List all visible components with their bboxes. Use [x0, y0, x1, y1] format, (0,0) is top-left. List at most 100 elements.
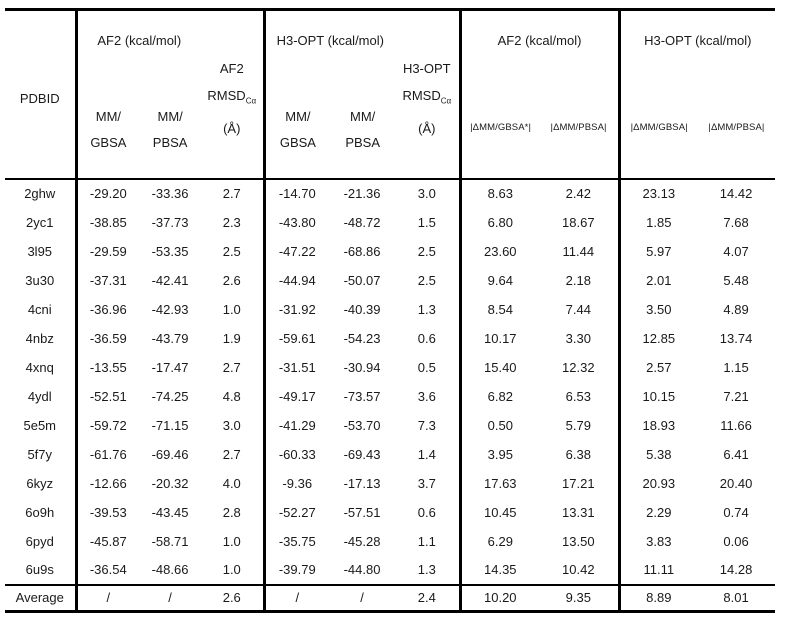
cell-af2-abs-delta-mm-pbsa: 6.38	[539, 439, 621, 469]
cell-h3opt-mm-pbsa: -73.57	[343, 388, 381, 404]
cell-h3opt-abs-delta-mm-pbsa: 4.89	[723, 301, 749, 317]
header-row: PDBID AF2 (kcal/mol) MM/ GBSA MM/ PBSA	[5, 9, 776, 180]
cell-af2-abs-delta-mm-pbsa: 6.53	[539, 381, 621, 411]
cell-h3opt-mm-pbsa: -30.94	[343, 359, 381, 375]
cell-pdbid: 3u30	[5, 265, 78, 295]
rmsd-label: RMSD	[402, 88, 441, 103]
cell-af2-abs-delta-mm-gbsa: 6.82	[487, 388, 513, 404]
cell-af2-mm-pbsa: -42.41	[151, 272, 189, 288]
cell-h3opt-abs-delta-mm-gbsa: 11.11	[643, 562, 675, 577]
cell-af2-mm-gbsa: -36.59	[89, 330, 127, 346]
cell-h3opt-mm-pbsa: -44.80	[343, 562, 381, 577]
cell-af2-mm-gbsa: -36.96	[89, 301, 127, 317]
cell-h3opt-abs-delta-mm-pbsa: 7.68	[723, 214, 749, 230]
cell-af2-rmsd: 1.0	[201, 555, 266, 585]
cell-h3opt-rmsd: 2.4	[395, 583, 462, 612]
cell-pdbid: 4ydl	[5, 381, 78, 411]
cell-af2-abs-delta-mm-gbsa: 17.63	[484, 475, 517, 491]
cell-af2-abs-delta-mm-gbsa: 23.60	[484, 243, 517, 259]
cell-af2-mm-pbsa: -53.35	[151, 243, 189, 259]
cell-h3opt-mm-gbsa: -49.17	[278, 388, 316, 404]
cell-af2-abs-delta-mm-pbsa: 12.32	[539, 352, 621, 382]
cell-af2-rmsd: 1.0	[201, 294, 266, 324]
mm-label: MM/	[157, 109, 183, 124]
cell-h3opt-abs-delta-mm-gbsa: 20.93	[642, 475, 676, 491]
cell-h3opt-mm-gbsa: -14.70	[278, 186, 316, 201]
pbsa-label: PBSA	[345, 135, 380, 150]
cell-pdbid: 3l95	[5, 236, 78, 266]
col-header-af2-abs-delta-mm-gbsa: |ΔMM/GBSA*|	[470, 122, 532, 133]
cell-h3opt-mm-pbsa: -45.28	[343, 533, 381, 549]
cell-h3opt-abs-delta-mm-pbsa: 1.15	[723, 359, 749, 375]
mm-label: MM/	[95, 109, 122, 124]
cell-af2-abs-delta-mm-gbsa: 10.45	[484, 504, 517, 520]
cell-af2-abs-delta-mm-pbsa: 2.42	[539, 178, 621, 208]
cell-af2-mm-pbsa: /	[139, 583, 202, 612]
binding-energy-table: PDBID AF2 (kcal/mol) MM/ GBSA MM/ PBSA	[5, 8, 776, 613]
rmsd-subscript: Cα	[245, 96, 257, 106]
cell-af2-rmsd: 2.3	[201, 207, 266, 237]
col-header-h3opt-rmsd: H3-OPT RMSDCα (Å)	[395, 9, 462, 180]
table-row: 6kyz -12.66 -20.32 4.0 -9.36 -17.13 3.7 17.63 17…	[5, 468, 775, 498]
cell-af2-abs-delta-mm-gbsa: 8.54	[487, 301, 513, 317]
table-row: 2ghw -29.20 -33.36 2.7 -14.70 -21.36 3.0 8.63 2.…	[5, 178, 775, 208]
cell-h3opt-abs-delta-mm-pbsa: 0.06	[723, 533, 749, 549]
cell-pdbid: 6u9s	[5, 555, 78, 585]
cell-h3opt-mm-pbsa: -57.51	[343, 504, 381, 520]
col-group-h3opt-energy: H3-OPT (kcal/mol) MM/ GBSA MM/ PBSA	[264, 9, 396, 180]
cell-h3opt-abs-delta-mm-gbsa: 8.89	[619, 583, 698, 612]
cell-h3opt-rmsd: 3.7	[395, 468, 462, 498]
cell-h3opt-mm-pbsa: -68.86	[343, 243, 381, 259]
cell-af2-rmsd: 2.8	[201, 497, 266, 527]
col-header-h3opt-abs-delta-mm-gbsa: |ΔMM/GBSA|	[630, 122, 688, 133]
col-header-af2-mm-pbsa: MM/ PBSA	[139, 104, 201, 156]
cell-af2-abs-delta-mm-gbsa: 9.64	[487, 272, 513, 288]
cell-h3opt-mm-pbsa: -40.39	[343, 301, 381, 317]
cell-h3opt-abs-delta-mm-pbsa: 0.74	[723, 504, 749, 520]
table-row: 5f7y -61.76 -69.46 2.7 -60.33 -69.43 1.4 3.95 6.…	[5, 439, 775, 469]
cell-af2-mm-gbsa: -61.76	[89, 446, 127, 462]
cell-af2-mm-gbsa: -36.54	[89, 562, 127, 577]
rmsd-line: RMSDCα	[201, 82, 263, 115]
cell-af2-rmsd: 3.0	[201, 410, 266, 440]
col-group-af2-energy: AF2 (kcal/mol) MM/ GBSA MM/ PBSA	[76, 9, 202, 180]
cell-h3opt-mm-gbsa: -47.22	[278, 243, 316, 259]
cell-h3opt-abs-delta-mm-pbsa: 20.40	[719, 475, 753, 491]
cell-af2-rmsd: 2.5	[201, 236, 266, 266]
cell-pdbid: 6pyd	[5, 526, 78, 556]
cell-h3opt-mm-pbsa: -54.23	[343, 330, 381, 346]
table-row: 3l95 -29.59 -53.35 2.5 -47.22 -68.86 2.5 23.60 1…	[5, 236, 775, 266]
cell-h3opt-abs-delta-mm-pbsa: 8.01	[697, 583, 776, 612]
col-header-h3opt-mm-pbsa: MM/ PBSA	[330, 104, 395, 156]
cell-h3opt-abs-delta-mm-pbsa: 11.66	[720, 417, 752, 433]
table-row: 6u9s -36.54 -48.66 1.0 -39.79 -44.80 1.3 14.35 1…	[5, 555, 775, 585]
cell-pdbid: 2yc1	[5, 207, 78, 237]
cell-h3opt-abs-delta-mm-pbsa: 5.48	[723, 272, 749, 288]
cell-af2-abs-delta-mm-gbsa: 10.17	[484, 330, 517, 346]
col-header-af2-rmsd: AF2 RMSDCα (Å)	[201, 9, 266, 180]
cell-pdbid: 6o9h	[5, 497, 78, 527]
cell-af2-mm-gbsa: -13.55	[89, 359, 127, 375]
cell-af2-mm-gbsa: /	[76, 583, 139, 612]
cell-pdbid: 5e5m	[5, 410, 78, 440]
cell-af2-mm-pbsa: -69.46	[151, 446, 189, 462]
cell-h3opt-abs-delta-mm-gbsa: 2.01	[646, 272, 672, 288]
gbsa-label: GBSA	[90, 135, 127, 150]
cell-af2-rmsd: 2.7	[201, 352, 266, 382]
cell-af2-mm-pbsa: -37.73	[151, 214, 189, 230]
af2-energy-group-label: AF2 (kcal/mol)	[97, 33, 182, 48]
cell-h3opt-abs-delta-mm-gbsa: 2.29	[646, 504, 672, 520]
col-group-af2-delta: AF2 (kcal/mol) |ΔMM/GBSA*| |ΔMM/PBSA|	[460, 9, 621, 180]
col-header-h3opt-mm-gbsa: MM/ GBSA	[266, 104, 331, 156]
cell-af2-mm-pbsa: -48.66	[151, 562, 189, 577]
cell-h3opt-abs-delta-mm-gbsa: 3.50	[646, 301, 672, 317]
cell-af2-rmsd: 4.0	[201, 468, 266, 498]
table-body: 2ghw -29.20 -33.36 2.7 -14.70 -21.36 3.0 8.63 2.…	[5, 178, 776, 612]
cell-af2-mm-pbsa: -58.71	[151, 533, 189, 549]
cell-af2-mm-pbsa: -43.45	[151, 504, 189, 520]
cell-af2-rmsd: 2.6	[201, 583, 266, 612]
mm-label: MM/	[285, 109, 311, 124]
cell-pdbid: 2ghw	[5, 178, 78, 208]
cell-af2-rmsd: 1.9	[201, 323, 266, 353]
cell-h3opt-abs-delta-mm-gbsa: 5.38	[646, 446, 672, 462]
